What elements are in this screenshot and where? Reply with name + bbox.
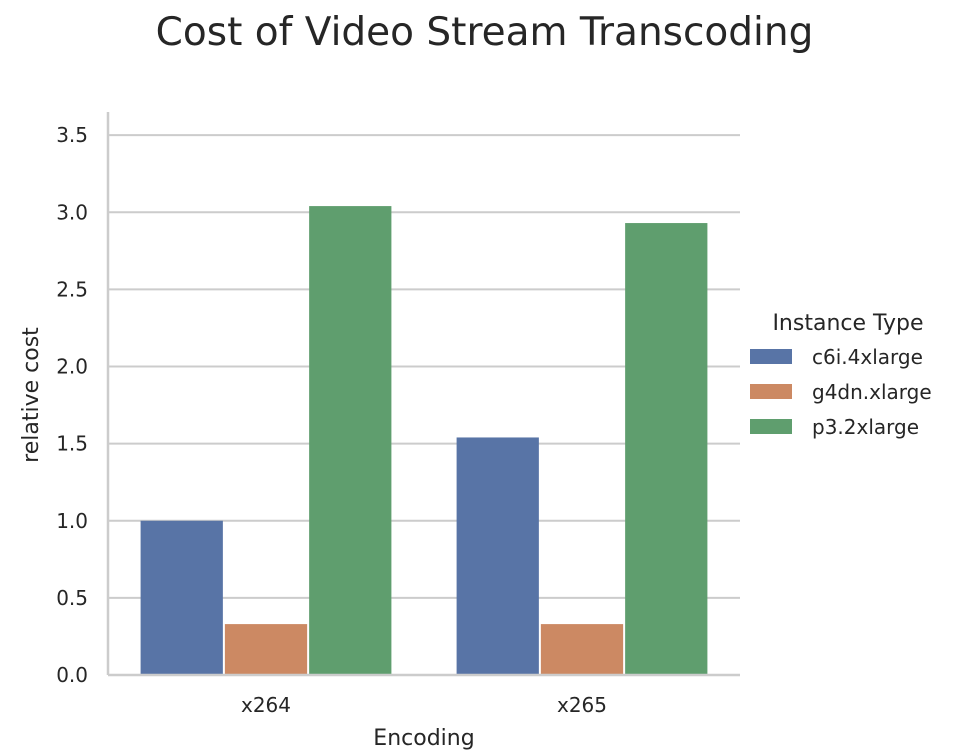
bar-x264-p3.2xlarge [309, 206, 392, 676]
legend-swatch [750, 419, 792, 434]
bar-x264-c6i.4xlarge [140, 520, 223, 675]
legend-label: c6i.4xlarge [812, 345, 923, 369]
y-tick-label: 1.5 [56, 432, 88, 456]
legend: Instance Type c6i.4xlarge g4dn.xlarge p3.2… [750, 311, 932, 439]
chart-title: Cost of Video Stream Transcoding [155, 10, 814, 55]
x-axis-label: Encoding [373, 726, 474, 750]
bar-x265-g4dn.xlarge [540, 624, 624, 675]
y-tick-label: 2.5 [56, 277, 88, 301]
legend-swatch [750, 349, 792, 364]
legend-label: g4dn.xlarge [812, 380, 932, 404]
bar-x264-g4dn.xlarge [224, 624, 308, 675]
y-tick-label: 2.0 [56, 355, 88, 379]
axes: 0.0 0.5 1.0 1.5 2.0 2.5 3.0 3.5 x264 x265 [56, 112, 740, 717]
y-tick-label: 3.0 [56, 200, 88, 224]
bars [140, 206, 708, 676]
bar-x265-c6i.4xlarge [456, 437, 539, 675]
x-tick-label: x265 [557, 693, 607, 717]
y-tick-label: 3.5 [56, 123, 88, 147]
y-tick-label: 1.0 [56, 509, 88, 533]
y-tick-label: 0.0 [56, 663, 88, 687]
legend-label: p3.2xlarge [812, 415, 919, 439]
y-tick-label: 0.5 [56, 586, 88, 610]
legend-swatch [750, 384, 792, 399]
y-axis-label: relative cost [19, 327, 44, 463]
bar-x265-p3.2xlarge [625, 223, 708, 675]
x-tick-label: x264 [241, 693, 291, 717]
legend-title: Instance Type [772, 311, 923, 336]
